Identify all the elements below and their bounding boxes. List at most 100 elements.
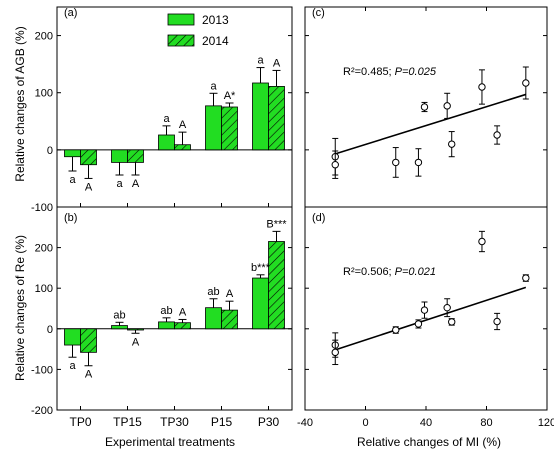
bar-b-2014 [221,309,238,330]
panel-label-d: (d) [312,212,325,224]
bar-a-2014 [221,106,238,151]
significance-label-b: ab [160,305,172,317]
significance-label-a: a [69,174,76,186]
significance-label-a: A [273,57,281,69]
ytick-label-b: -200 [31,405,53,417]
significance-label-b: A [85,369,93,381]
significance-label-b: b*** [251,262,271,274]
xtick-label-d: 40 [420,417,432,429]
legend-label-2014: 2014 [202,34,229,48]
data-point-c [420,103,429,111]
bar-a-2013 [111,149,128,163]
significance-label-a: A [85,181,93,193]
significance-label-a: A [132,178,140,190]
fit-line-d [335,286,527,351]
ytick-label-a: -100 [31,202,53,214]
xtick-label-d: 80 [480,417,492,429]
bar-b-2013 [252,277,269,330]
ytick-label-b: 0 [47,324,53,336]
ytick-label-a: 0 [47,145,53,157]
annotation-c-p: P=0.025 [395,66,437,78]
ylabel-b: Relative changes of Re (%) [13,235,27,381]
data-point-c [414,158,423,167]
significance-label-b: A [226,288,234,300]
bar-b-2013 [205,307,222,330]
xlabel-d: Relative changes of MI (%) [357,435,501,449]
data-point-c [443,102,451,110]
data-point-d [443,303,451,312]
ytick-label-a: 200 [35,31,53,43]
significance-label-a: A [179,119,187,131]
bar-a-2013 [64,149,81,158]
significance-label-a: a [257,55,264,67]
annotation-d-r2: R²=0.506; [343,266,395,278]
significance-label-b: A [132,336,140,348]
data-point-d [493,317,501,326]
legend-swatch-2014 [167,34,195,47]
bar-a-2014 [268,86,285,151]
data-point-c [392,158,400,167]
data-point-d [420,306,429,314]
panel-label-c: (c) [312,7,325,19]
data-point-d [448,318,456,326]
data-point-c [522,79,530,87]
data-point-d [522,274,530,282]
legend-label-2013: 2013 [202,13,229,27]
xlabel-b: Experimental treatments [105,435,235,449]
panel-label-b: (b) [64,212,77,224]
xtick-label-d: 0 [362,417,368,429]
category-label: P30 [258,415,280,429]
data-point-d [392,326,400,334]
significance-label-b: B*** [266,218,287,230]
annotation-c-r2: R²=0.485; [343,66,395,78]
bar-b-2013 [158,321,175,330]
ytick-label-b: 100 [35,283,53,295]
significance-label-a: A* [224,90,236,102]
bar-a-2013 [205,105,222,151]
xtick-label-d: 120 [538,417,554,429]
annotation-c: R²=0.485; P=0.025 [343,66,437,78]
category-label: TP0 [69,415,91,429]
panel-label-a: (a) [64,7,77,19]
category-label: P15 [211,415,233,429]
bar-a-2014 [80,149,97,166]
bar-a-2013 [252,82,269,151]
significance-label-b: A [179,306,187,318]
bar-a-2013 [158,134,175,151]
ytick-label-a: 100 [35,88,53,100]
category-label: TP15 [113,415,142,429]
annotation-d-p: P=0.021 [395,266,436,278]
ylabel-a: Relative changes of AGB (%) [13,26,27,181]
ytick-label-b: 200 [35,243,53,255]
bar-a-2014 [174,144,191,151]
data-point-c [493,131,501,139]
category-label: TP30 [160,415,189,429]
bar-b-2014 [80,328,97,353]
data-point-c [331,161,339,169]
significance-label-b: ab [207,286,219,298]
data-point-d [478,237,486,246]
bar-b-2013 [64,328,81,346]
significance-label-b: ab [113,309,125,321]
bar-b-2014 [127,328,144,331]
annotation-d: R²=0.506; P=0.021 [343,266,436,278]
data-point-c [448,140,456,148]
data-point-c [478,83,486,91]
significance-label-a: a [163,113,170,125]
bar-a-2014 [127,149,144,163]
data-point-d [414,320,423,328]
significance-label-a: a [116,178,123,190]
data-point-d [331,348,339,357]
fit-line-c [335,93,527,155]
xtick-label-d: -40 [297,417,313,429]
ytick-label-b: -100 [31,364,53,376]
significance-label-a: a [210,80,217,92]
significance-label-b: a [69,360,76,372]
bar-b-2014 [268,241,285,330]
legend: 2013 2014 [167,13,229,48]
legend-swatch-2013 [167,13,195,26]
bar-b-2014 [174,322,191,330]
bar-b-2013 [111,325,128,330]
